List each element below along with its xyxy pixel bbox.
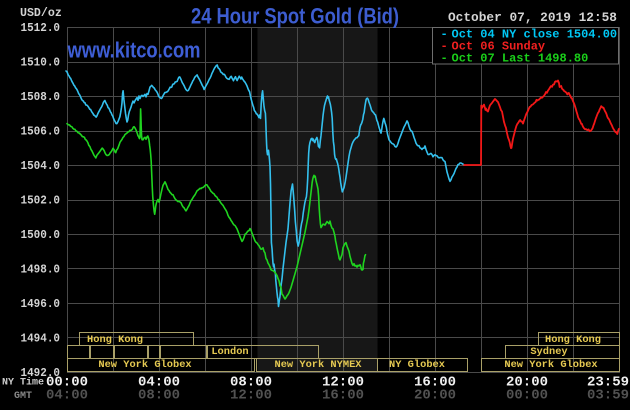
- svg-text:Hong Kong: Hong Kong: [545, 334, 601, 346]
- svg-text:04:00: 04:00: [46, 388, 88, 404]
- svg-text:16:00: 16:00: [414, 375, 456, 391]
- svg-text:-: -: [441, 28, 448, 42]
- svg-text:New York NYMEX: New York NYMEX: [275, 359, 363, 371]
- svg-text:NY Time: NY Time: [2, 377, 44, 389]
- svg-text:23:59: 23:59: [587, 375, 629, 391]
- svg-text:NY Globex: NY Globex: [389, 359, 446, 371]
- svg-text:04:00: 04:00: [138, 375, 180, 391]
- svg-text:-: -: [441, 40, 448, 54]
- svg-text:www.kitco.com: www.kitco.com: [67, 38, 201, 63]
- svg-text:New York Globex: New York Globex: [504, 359, 598, 371]
- svg-text:1512.0: 1512.0: [21, 21, 61, 35]
- svg-text:20:00: 20:00: [414, 388, 456, 404]
- svg-text:Hong Kong: Hong Kong: [87, 334, 143, 346]
- svg-text:12:00: 12:00: [230, 388, 272, 404]
- svg-text:1506.0: 1506.0: [21, 125, 61, 139]
- svg-text:24 Hour Spot Gold (Bid): 24 Hour Spot Gold (Bid): [191, 4, 399, 29]
- svg-text:1492.0: 1492.0: [21, 366, 61, 380]
- svg-text:20:00: 20:00: [506, 375, 548, 391]
- svg-text:1494.0: 1494.0: [21, 332, 61, 346]
- svg-text:1500.0: 1500.0: [21, 228, 61, 242]
- svg-text:New York Globex: New York Globex: [98, 359, 192, 371]
- svg-text:1502.0: 1502.0: [21, 194, 61, 208]
- svg-text:08:00: 08:00: [138, 388, 180, 404]
- svg-text:GMT: GMT: [14, 391, 32, 402]
- svg-text:16:00: 16:00: [322, 388, 364, 404]
- svg-text:1504.0: 1504.0: [21, 159, 61, 173]
- svg-text:1508.0: 1508.0: [21, 90, 61, 104]
- svg-text:03:59: 03:59: [587, 388, 629, 404]
- svg-text:October 07, 2019 12:58: October 07, 2019 12:58: [448, 10, 617, 25]
- svg-text:Oct 07 Last 1498.80: Oct 07 Last 1498.80: [452, 52, 589, 66]
- svg-text:00:00: 00:00: [46, 375, 88, 391]
- svg-text:Sydney: Sydney: [530, 346, 568, 358]
- svg-text:1496.0: 1496.0: [21, 297, 61, 311]
- svg-text:1510.0: 1510.0: [21, 56, 61, 70]
- svg-text:1498.0: 1498.0: [21, 263, 61, 277]
- svg-text:08:00: 08:00: [230, 375, 272, 391]
- svg-text:00:00: 00:00: [506, 388, 548, 404]
- svg-text:-: -: [441, 52, 448, 66]
- svg-text:12:00: 12:00: [322, 375, 364, 391]
- svg-text:USD/oz: USD/oz: [20, 6, 62, 20]
- svg-text:Oct 06 Sunday: Oct 06 Sunday: [452, 40, 546, 54]
- svg-text:London: London: [211, 346, 248, 358]
- svg-text:Oct 04 NY close 1504.00: Oct 04 NY close 1504.00: [452, 28, 618, 42]
